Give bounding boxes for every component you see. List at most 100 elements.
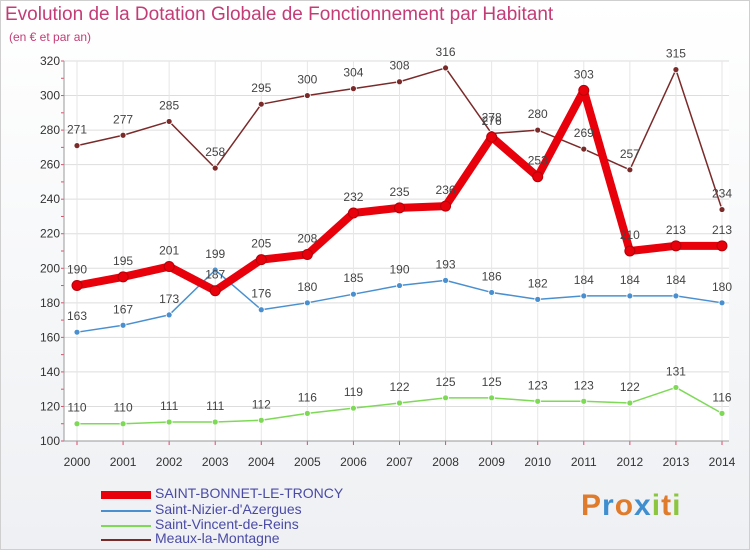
x-tick-label: 2013: [663, 455, 690, 469]
data-label: 285: [159, 98, 179, 112]
y-tick-label: 100: [40, 434, 60, 448]
data-point: [670, 240, 682, 252]
data-point: [396, 282, 403, 289]
data-label: 184: [574, 273, 594, 287]
data-point: [580, 397, 588, 405]
data-point: [165, 311, 173, 319]
y-tick-label: 180: [40, 296, 60, 310]
data-label: 201: [159, 244, 179, 258]
data-point: [580, 292, 588, 300]
logo-letter: r: [602, 489, 615, 522]
data-label: 167: [113, 302, 133, 316]
legend-label: Saint-Vincent-de-Reins: [155, 516, 299, 532]
data-label: 258: [205, 145, 225, 159]
data-labels: 163 167 173 199 176 180 185 190 193 186 182 184 184 1…: [67, 45, 732, 415]
data-point: [165, 418, 173, 426]
data-label: 205: [251, 237, 271, 251]
chart-title: Evolution de la Dotation Globale de Fonc…: [5, 4, 554, 25]
data-label: 122: [620, 380, 640, 394]
y-tick-label: 120: [40, 399, 60, 413]
plot-area: [64, 61, 729, 441]
x-tick-label: 2012: [617, 455, 644, 469]
data-label: 199: [205, 247, 225, 261]
data-point: [119, 131, 127, 139]
data-point: [211, 164, 219, 172]
data-label: 277: [113, 112, 133, 126]
data-label: 112: [252, 397, 271, 411]
data-label: 119: [344, 385, 363, 399]
legend-swatch: [101, 491, 151, 499]
data-point: [442, 64, 449, 72]
x-tick-label: 2014: [709, 455, 736, 469]
x-tick-label: 2004: [248, 455, 275, 469]
y-tick-label: 240: [40, 192, 60, 206]
data-point: [257, 306, 265, 314]
data-label: 111: [206, 399, 225, 413]
logo-letter: o: [614, 489, 635, 522]
data-point: [350, 290, 357, 298]
data-point: [73, 142, 81, 150]
data-label: 208: [297, 231, 317, 245]
y-tick-label: 260: [40, 158, 60, 172]
y-tick-label: 220: [40, 227, 60, 241]
data-label: 193: [436, 257, 456, 271]
legend-swatch: [101, 525, 151, 527]
x-tick-label: 2002: [156, 455, 183, 469]
legend-swatch: [101, 510, 151, 512]
data-point: [626, 166, 634, 174]
y-tick-label: 300: [40, 89, 60, 103]
x-tick-label: 2010: [524, 455, 551, 469]
data-label: 308: [389, 59, 409, 73]
x-tick-label: 2000: [64, 455, 91, 469]
x-tick-label: 2007: [386, 455, 413, 469]
data-point: [716, 240, 728, 252]
logo-letter: i: [672, 489, 682, 522]
data-point: [303, 299, 311, 307]
grid: [64, 60, 729, 442]
data-point: [211, 266, 219, 274]
data-point: [532, 171, 544, 183]
data-label: 110: [67, 401, 86, 415]
data-point: [534, 397, 542, 405]
data-label: 184: [620, 273, 640, 287]
data-label: 180: [712, 280, 732, 294]
data-label: 116: [298, 390, 317, 404]
logo-letter: P: [581, 489, 603, 522]
x-tick-label: 2006: [340, 455, 367, 469]
data-point: [718, 299, 726, 307]
data-point: [534, 126, 542, 134]
data-point: [718, 206, 726, 213]
data-label: 190: [67, 263, 87, 277]
x-tick-label: 2009: [478, 455, 505, 469]
data-label: 131: [666, 364, 686, 378]
data-point: [119, 420, 127, 428]
chart-subtitle: (en € et par an): [9, 30, 92, 44]
data-point: [488, 289, 496, 296]
data-label: 232: [343, 190, 363, 204]
data-point: [578, 84, 590, 96]
data-point: [534, 295, 542, 303]
y-tick-label: 200: [40, 261, 60, 275]
data-label: 315: [666, 47, 686, 61]
legend-label: SAINT-BONNET-LE-TRONCY: [155, 485, 344, 501]
legend-swatch: [101, 539, 151, 541]
data-point: [626, 399, 634, 407]
data-point: [301, 248, 313, 260]
data-point: [165, 118, 173, 125]
data-point: [396, 78, 403, 86]
data-point: [209, 285, 221, 297]
data-point: [119, 321, 127, 329]
data-label: 257: [620, 147, 640, 161]
data-point: [486, 131, 498, 143]
data-label: 110: [114, 401, 133, 415]
data-label: 185: [343, 271, 363, 285]
line-chart: 100 120 140 160 180 200 220 240 260 280 300 320 2000…: [40, 45, 736, 469]
data-label: 123: [528, 378, 548, 392]
x-tick-label: 2003: [202, 455, 229, 469]
data-label: 253: [528, 154, 548, 168]
x-tick-label: 2005: [294, 455, 321, 469]
data-label: 186: [482, 269, 502, 283]
data-point: [442, 394, 449, 402]
logo-letter: i: [651, 489, 662, 522]
data-point: [672, 292, 680, 300]
